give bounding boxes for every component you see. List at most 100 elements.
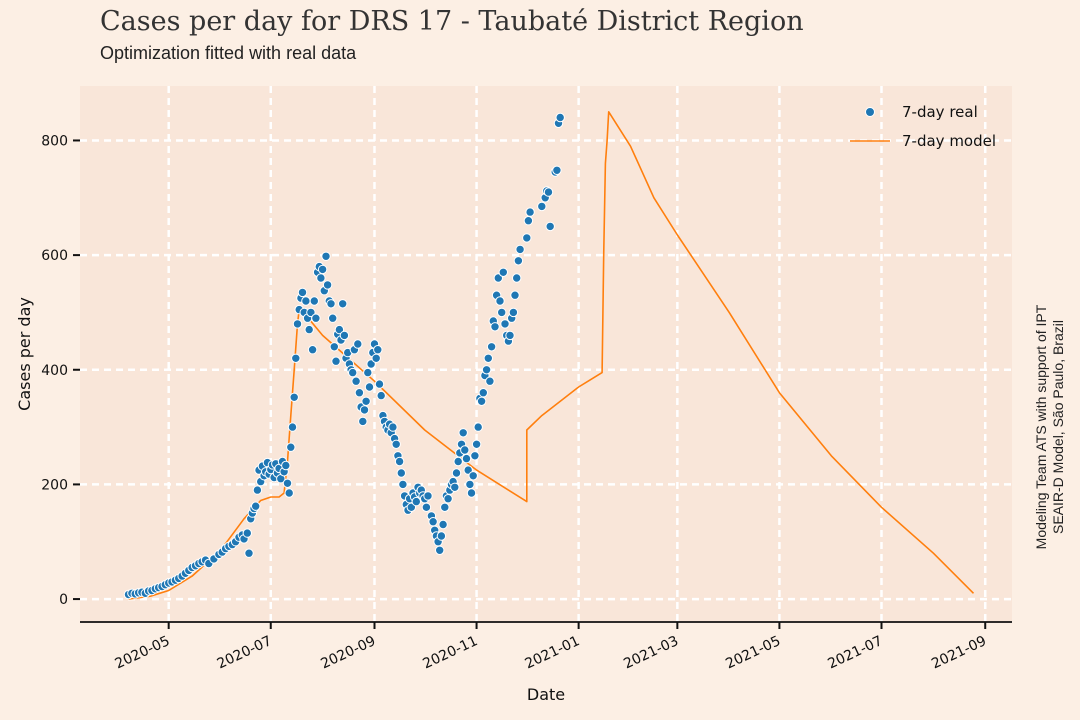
grid (80, 86, 1012, 622)
data-point (244, 548, 254, 558)
data-point (522, 233, 532, 243)
data-point (411, 496, 421, 507)
data-point (497, 307, 507, 318)
data-point (364, 382, 375, 392)
data-point (363, 367, 373, 378)
data-point (436, 531, 447, 541)
data-point (458, 428, 468, 438)
y-tick-label: 200 (41, 477, 68, 493)
data-point (438, 519, 448, 530)
data-point (252, 485, 263, 495)
data-point (461, 453, 472, 464)
data-point (307, 345, 318, 355)
x-tick-label: 2020-09 (318, 633, 378, 672)
data-point (376, 390, 386, 401)
data-point (470, 451, 480, 461)
data-point (309, 296, 319, 306)
side-note-line-1: Modeling Team ATS with support of IPT (1033, 304, 1049, 550)
x-tick-label: 2021-05 (723, 633, 783, 672)
data-point (537, 201, 547, 212)
data-point (471, 439, 482, 449)
data-point (466, 488, 477, 498)
y-axis: 0 200 400 600 800 (41, 133, 80, 608)
data-point (287, 422, 298, 432)
data-point (450, 482, 460, 492)
y-tick-label: 0 (59, 592, 68, 608)
data-point (500, 319, 510, 329)
data-point (451, 468, 462, 478)
chart-subtitle: Optimization fitted with real data (100, 43, 357, 63)
y-tick-label: 800 (41, 133, 68, 149)
data-point (286, 442, 296, 452)
data-point (525, 207, 535, 217)
data-point (289, 392, 299, 402)
data-point (334, 324, 345, 335)
data-point (512, 273, 522, 283)
data-point (374, 379, 385, 389)
legend-model-label: 7-day model (902, 132, 996, 150)
data-point (242, 528, 253, 538)
data-point (495, 296, 505, 306)
data-point (552, 165, 562, 176)
data-point (321, 251, 331, 261)
data-point (443, 494, 453, 504)
data-point (361, 396, 371, 406)
data-point (339, 330, 350, 341)
data-point (304, 324, 314, 335)
data-point (440, 502, 450, 512)
data-point (284, 488, 294, 498)
data-point (483, 353, 493, 363)
legend-real-marker (865, 107, 875, 117)
data-point (478, 388, 488, 398)
data-point (326, 299, 336, 309)
data-point (353, 339, 363, 349)
data-point (508, 307, 519, 318)
data-point (354, 388, 365, 398)
x-tick-label: 2020-07 (215, 633, 275, 672)
x-tick-label: 2021-09 (929, 633, 989, 672)
data-point (476, 396, 487, 406)
data-point (428, 517, 438, 527)
data-point (388, 422, 398, 432)
data-point (498, 267, 508, 277)
data-point (394, 456, 405, 467)
data-point (435, 545, 445, 555)
data-point (292, 319, 303, 329)
data-point (523, 216, 534, 226)
data-point (515, 244, 525, 255)
data-point (423, 491, 433, 501)
data-point (421, 502, 432, 512)
y-tick-label: 600 (41, 248, 68, 264)
x-tick-label: 2021-03 (621, 633, 681, 672)
data-point (555, 112, 565, 123)
data-point (396, 468, 406, 478)
data-point (251, 501, 261, 511)
data-point (291, 353, 301, 363)
y-tick-label: 400 (41, 363, 68, 379)
data-point (505, 330, 515, 341)
data-point (473, 422, 483, 432)
x-tick-label: 2020-05 (113, 633, 173, 672)
model-line (128, 111, 975, 600)
data-point (371, 353, 381, 363)
x-axis-label: Date (527, 685, 565, 704)
data-point (281, 460, 291, 471)
data-point (513, 256, 524, 266)
data-point (328, 313, 338, 323)
legend-real-label: 7-day real (902, 103, 978, 121)
data-point (359, 405, 370, 415)
data-point (510, 290, 520, 300)
data-point (486, 342, 497, 352)
data-point (481, 365, 492, 375)
data-point (460, 445, 470, 455)
data-point (348, 367, 358, 378)
side-note: Modeling Team ATS with support of IPT SE… (1033, 282, 1067, 572)
data-point (398, 479, 408, 490)
data-point (543, 187, 554, 197)
data-point (311, 313, 321, 323)
legend: 7-day real 7-day model (850, 103, 996, 150)
data-point (373, 345, 383, 355)
chart-title: Cases per day for DRS 17 - Taubaté Distr… (100, 6, 804, 37)
data-point (545, 221, 555, 232)
